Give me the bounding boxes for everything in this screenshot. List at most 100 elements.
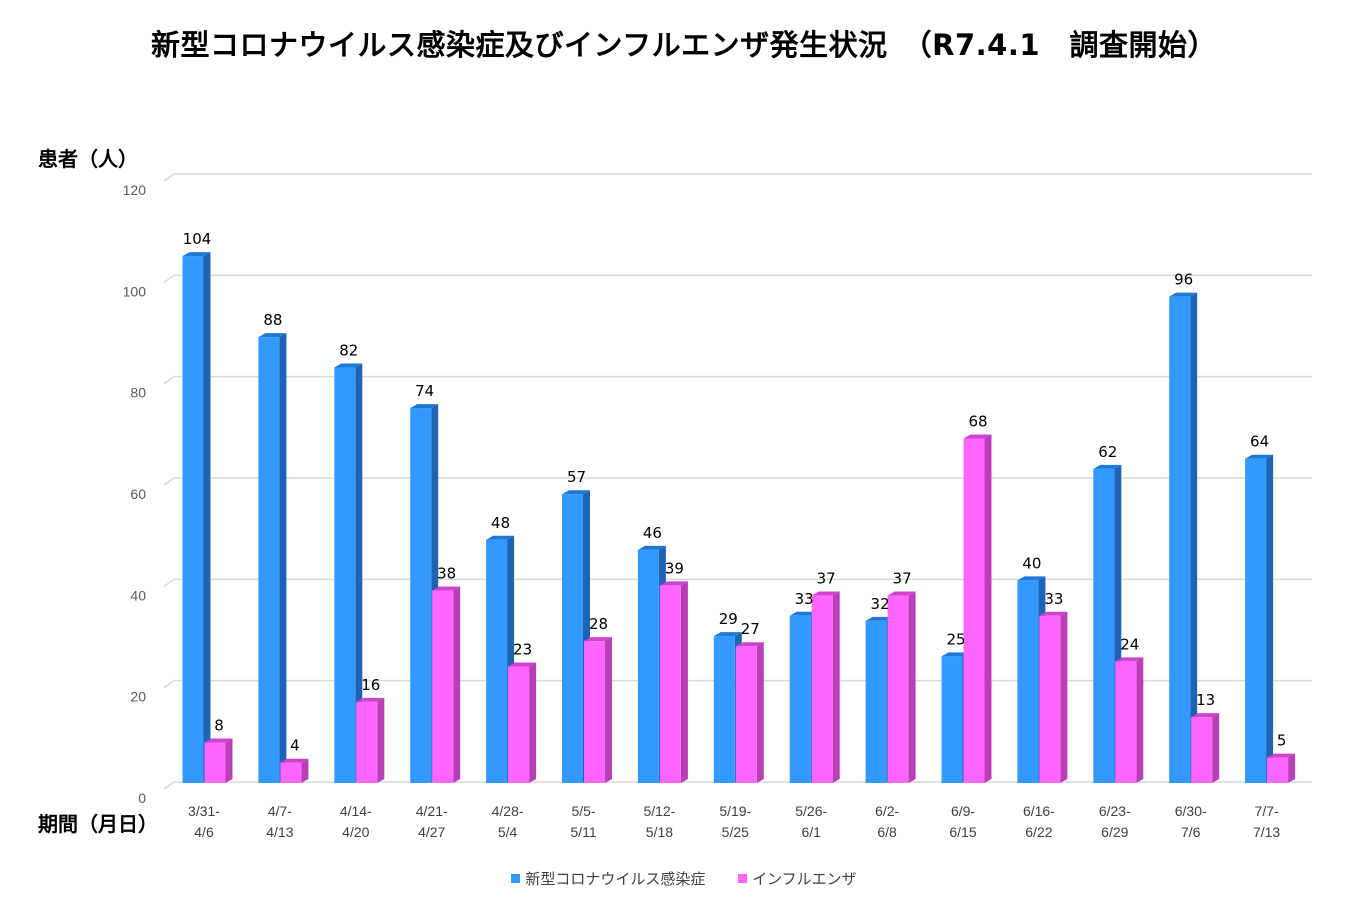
bar-top (280, 758, 309, 763)
bar-front (1017, 580, 1039, 783)
bar-side (832, 591, 840, 783)
bar-top (562, 490, 590, 495)
bar-influenza (659, 581, 688, 783)
bar-influenza (1039, 611, 1068, 783)
bar-covid (334, 363, 363, 783)
x-axis-label: 期間（月日） (38, 812, 158, 836)
bar-top (659, 581, 688, 586)
bar-top (182, 252, 211, 257)
bar-top (1169, 292, 1198, 297)
bar-front (1169, 296, 1191, 783)
bar-influenza (508, 662, 537, 783)
data-label-covid: 82 (339, 342, 358, 360)
x-tick-label: 5/12- (643, 803, 675, 819)
bar-covid (1169, 292, 1198, 783)
y-tick-label: 100 (123, 283, 147, 299)
legend-swatch-influenza (738, 874, 748, 883)
x-tick-label: 5/4 (498, 824, 518, 840)
bar-influenza (1115, 657, 1144, 783)
bar-top (1093, 464, 1122, 469)
legend-item-influenza: インフルエンザ (738, 868, 857, 889)
bar-front (1093, 468, 1115, 783)
bar-top (811, 591, 840, 596)
x-tick-label: 5/19- (719, 803, 751, 819)
bar-front (356, 701, 378, 783)
bar-front (410, 408, 432, 783)
x-tick-label: 4/20 (342, 824, 369, 840)
x-tick-label: 3/31- (188, 803, 220, 819)
data-label-covid: 57 (567, 468, 586, 486)
data-label-covid: 46 (643, 524, 662, 542)
data-label-covid: 74 (415, 382, 434, 400)
legend-label-covid: 新型コロナウイルス感染症 (525, 870, 706, 888)
bar-top (432, 586, 461, 591)
data-label-influenza: 68 (968, 412, 987, 430)
data-label-influenza: 13 (1196, 691, 1215, 709)
bar-side (1266, 454, 1274, 783)
bar-side (984, 434, 992, 783)
labels: 0 20 40 60 80 100 120 104 8 3/31- 4/6 88 4 4/7- 4/13 82… (123, 182, 1287, 840)
bar-front (258, 337, 280, 783)
data-label-covid: 40 (1022, 554, 1041, 572)
data-label-influenza: 16 (361, 676, 380, 694)
chart-title: 新型コロナウイルス感染症及びインフルエンザ発生状況 （R7.4.1 調査開始） (150, 28, 1218, 62)
x-tick-label: 4/7- (268, 803, 292, 819)
chart-plot: 0 20 40 60 80 100 120 104 8 3/31- 4/6 88 4 4/7- 4/13 82… (123, 173, 1312, 840)
bar-influenza (811, 591, 840, 783)
gridline-depth (163, 578, 175, 587)
bar-side (453, 586, 461, 783)
bar-covid (1245, 454, 1274, 783)
x-tick-label: 5/18 (646, 824, 673, 840)
x-tick-label: 4/21- (416, 803, 448, 819)
bar-front (887, 595, 909, 783)
bar-top (1017, 576, 1046, 581)
data-label-influenza: 38 (437, 564, 456, 582)
x-tick-label: 4/28- (492, 803, 524, 819)
data-label-influenza: 4 (290, 737, 300, 755)
data-label-influenza: 23 (513, 640, 532, 658)
x-tick-label: 5/26- (795, 803, 827, 819)
bar-influenza (432, 586, 461, 783)
bar-influenza (963, 434, 992, 783)
x-tick-label: 4/13 (266, 824, 293, 840)
bar-side (605, 637, 612, 783)
bar-influenza (887, 591, 916, 783)
bar-front (865, 620, 887, 783)
bar-front (637, 549, 659, 783)
legend-label-influenza: インフルエンザ (752, 870, 857, 888)
x-tick-label: 5/5- (571, 803, 595, 819)
bar-front (182, 256, 204, 784)
bar-top (637, 545, 666, 550)
bar-front (941, 656, 963, 783)
data-label-covid: 29 (719, 610, 738, 628)
bar-influenza (584, 637, 612, 783)
data-label-influenza: 33 (1044, 590, 1063, 608)
bar-side (355, 363, 363, 783)
x-tick-label: 4/27 (418, 824, 445, 840)
gridline-depth (163, 376, 175, 385)
data-label-influenza: 8 (214, 716, 224, 734)
bar-side (908, 591, 916, 783)
bar-side (225, 738, 233, 783)
data-label-covid: 48 (491, 514, 510, 532)
data-label-influenza: 27 (741, 620, 760, 638)
bar-side (756, 642, 764, 783)
bar-top (963, 434, 992, 439)
bar-front (486, 539, 508, 783)
gridline-depth (163, 274, 175, 283)
x-tick-label: 7/6 (1181, 824, 1201, 840)
bar-side (377, 697, 385, 783)
bar-front (789, 615, 811, 783)
bar-side (1288, 753, 1296, 783)
bar-side (203, 252, 211, 784)
bar-top (410, 404, 439, 409)
data-label-covid: 104 (183, 230, 212, 248)
legend-swatch-covid (511, 874, 521, 883)
data-label-covid: 96 (1174, 271, 1193, 289)
bar-covid (258, 333, 287, 783)
bar-front (811, 595, 833, 783)
bar-top (789, 611, 818, 616)
data-label-influenza: 37 (817, 570, 836, 588)
bar-top (941, 652, 970, 657)
data-label-covid: 32 (871, 595, 890, 613)
